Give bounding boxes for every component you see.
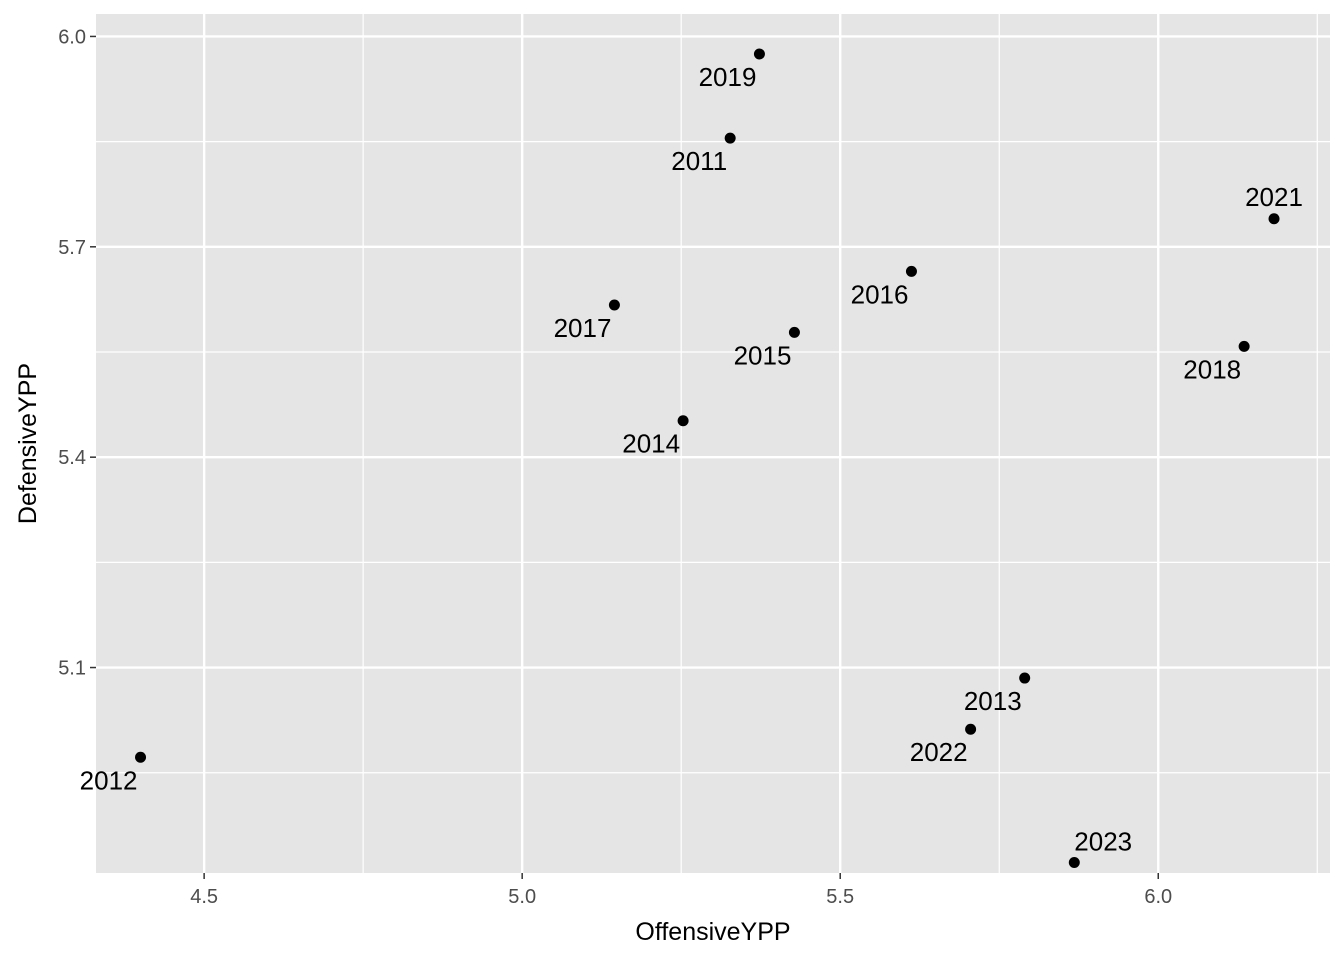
y-tick-label: 5.4 xyxy=(58,447,86,469)
data-point-2012 xyxy=(135,751,147,763)
x-tick-label: 6.0 xyxy=(1144,886,1172,908)
y-tick-label: 5.7 xyxy=(58,237,86,259)
y-axis: 5.1 5.4 5.7 6.0 xyxy=(58,26,96,680)
point-label-2022: 2022 xyxy=(910,737,968,767)
y-tick-label: 5.1 xyxy=(58,658,86,680)
point-label-2018: 2018 xyxy=(1183,354,1241,384)
point-label-2015: 2015 xyxy=(734,340,792,370)
x-tick-label: 4.5 xyxy=(190,886,218,908)
point-label-2017: 2017 xyxy=(554,313,612,343)
point-label-2019: 2019 xyxy=(699,62,757,92)
data-points xyxy=(135,48,1280,868)
data-point-2013 xyxy=(1019,672,1031,684)
data-point-2017 xyxy=(608,299,620,311)
y-tick-label: 6.0 xyxy=(58,26,86,48)
data-point-2016 xyxy=(905,265,917,277)
data-point-2011 xyxy=(724,132,736,144)
x-tick-label: 5.0 xyxy=(508,886,536,908)
point-label-2016: 2016 xyxy=(851,279,909,309)
point-label-2011: 2011 xyxy=(671,146,727,176)
data-point-2018 xyxy=(1238,340,1250,352)
y-axis-title: DefensiveYPP xyxy=(14,363,42,524)
x-axis: 4.5 5.0 5.5 6.0 xyxy=(190,873,1172,908)
point-label-2021: 2021 xyxy=(1245,182,1303,212)
point-label-2012: 2012 xyxy=(80,765,138,795)
point-labels: 2011 2012 2013 2014 2015 2016 2017 2018 2019 2021… xyxy=(80,62,1303,857)
x-axis-title: OffensiveYPP xyxy=(635,918,790,946)
data-point-2015 xyxy=(788,326,800,338)
data-point-2023 xyxy=(1068,856,1080,868)
x-tick-label: 5.5 xyxy=(826,886,854,908)
data-point-2022 xyxy=(965,723,977,735)
major-gridlines xyxy=(96,14,1330,873)
minor-gridlines xyxy=(96,14,1330,873)
point-label-2013: 2013 xyxy=(964,686,1022,716)
point-label-2014: 2014 xyxy=(622,429,680,459)
data-point-2021 xyxy=(1268,213,1280,225)
plot-panel xyxy=(96,14,1330,873)
data-point-2019 xyxy=(753,48,765,60)
data-point-2014 xyxy=(677,415,689,427)
point-label-2023: 2023 xyxy=(1074,826,1132,856)
